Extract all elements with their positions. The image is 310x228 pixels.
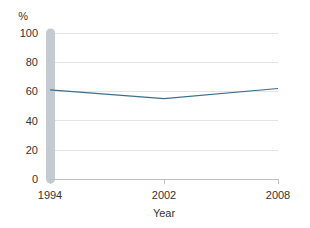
svg-text:%: % <box>18 10 28 22</box>
svg-text:1994: 1994 <box>38 189 62 201</box>
svg-text:0: 0 <box>32 173 38 185</box>
svg-text:100: 100 <box>20 27 38 39</box>
svg-text:80: 80 <box>26 56 38 68</box>
svg-text:Year: Year <box>153 207 176 219</box>
svg-text:2008: 2008 <box>266 189 290 201</box>
svg-text:60: 60 <box>26 85 38 97</box>
svg-text:20: 20 <box>26 144 38 156</box>
svg-text:2002: 2002 <box>152 189 176 201</box>
svg-text:40: 40 <box>26 115 38 127</box>
